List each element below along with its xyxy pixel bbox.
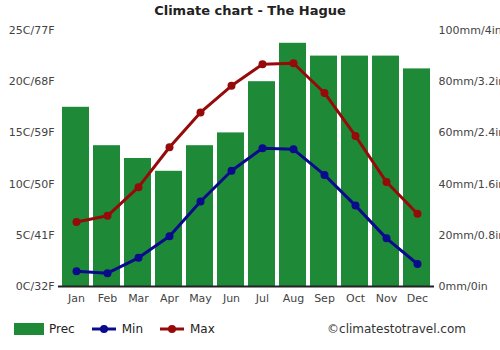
svg-text:100mm/4in: 100mm/4in: [439, 24, 500, 37]
svg-text:Sep: Sep: [314, 292, 335, 305]
svg-text:May: May: [189, 292, 212, 305]
svg-text:10C/50F: 10C/50F: [9, 178, 55, 191]
html-text:Max: Max: [190, 322, 215, 336]
svg-text:5C/41F: 5C/41F: [16, 229, 55, 242]
svg-text:Feb: Feb: [98, 292, 117, 305]
svg-text:60mm/2.4in: 60mm/2.4in: [439, 126, 500, 139]
svg-text:Nov: Nov: [376, 292, 398, 305]
svg-text:Jun: Jun: [222, 292, 240, 305]
svg-text:15C/59F: 15C/59F: [9, 126, 55, 139]
svg-text:Jul: Jul: [255, 292, 269, 305]
svg-text:Apr: Apr: [160, 292, 180, 305]
svg-text:0C/32F: 0C/32F: [16, 280, 55, 293]
svg-text:Aug: Aug: [283, 292, 304, 305]
html-text:Climate chart - The Hague: Climate chart - The Hague: [154, 3, 346, 18]
html-text:©climatestotravel.com: ©climatestotravel.com: [327, 322, 466, 336]
svg-text:0mm/0in: 0mm/0in: [439, 280, 488, 293]
svg-text:25C/77F: 25C/77F: [9, 24, 55, 37]
svg-text:Oct: Oct: [346, 292, 366, 305]
svg-text:80mm/3.2in: 80mm/3.2in: [439, 75, 500, 88]
html-text:Prec: Prec: [49, 322, 75, 336]
svg-text:20mm/0.8in: 20mm/0.8in: [439, 229, 500, 242]
svg-text:40mm/1.6in: 40mm/1.6in: [439, 178, 500, 191]
svg-text:20C/68F: 20C/68F: [9, 75, 55, 88]
svg-text:Jan: Jan: [67, 292, 85, 305]
svg-text:Mar: Mar: [128, 292, 149, 305]
html-text:Min: Min: [121, 322, 143, 336]
svg-text:Dec: Dec: [407, 292, 428, 305]
